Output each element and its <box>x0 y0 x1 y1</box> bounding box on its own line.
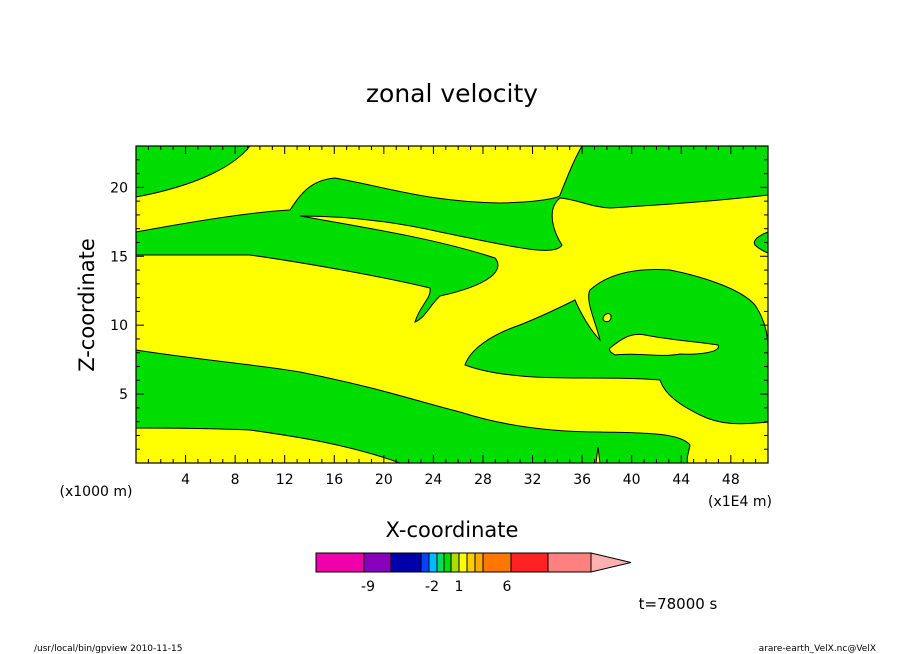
x-tick-label: 24 <box>424 472 442 488</box>
colorbar-segment <box>482 552 512 573</box>
time-label: t=78000 s <box>639 595 718 613</box>
x-tick-label: 20 <box>375 472 393 488</box>
region-upper-band <box>135 145 769 323</box>
colorbar-segment <box>436 552 445 573</box>
x-axis-unit: (x1E4 m) <box>708 494 772 510</box>
footer-left: /usr/local/bin/gpview 2010-11-15 <box>34 644 182 654</box>
colorbar-tick-label: 1 <box>455 579 464 595</box>
x-tick-label: 16 <box>325 472 343 488</box>
x-tick-label: 8 <box>231 472 240 488</box>
colorbar-segment <box>315 552 365 573</box>
y-tick-label: 15 <box>110 249 128 265</box>
x-tick-label: 32 <box>524 472 542 488</box>
chart-title: zonal velocity <box>366 79 538 108</box>
x-tick-label: 12 <box>276 472 294 488</box>
colorbar <box>315 552 632 573</box>
colorbar-segment <box>420 552 430 573</box>
footer-right: arare-earth_VelX.nc@VelX <box>759 644 876 654</box>
colorbar-tick-label: 6 <box>503 579 512 595</box>
colorbar-segment <box>428 552 438 573</box>
island-small <box>602 313 612 323</box>
y-tick-label: 20 <box>110 180 128 196</box>
y-axis-unit: (x1000 m) <box>60 484 133 500</box>
x-tick-label: 48 <box>722 472 740 488</box>
y-axis-label: Z-coordinate <box>75 238 99 372</box>
region-right-edge <box>753 231 769 254</box>
y-tick-label: 5 <box>119 387 128 403</box>
island-inner <box>609 333 719 356</box>
colorbar-extend-arrow <box>590 552 632 573</box>
colorbar-segment <box>390 552 422 573</box>
colorbar-segment <box>466 552 476 573</box>
colorbar-segment <box>474 552 484 573</box>
colorbar-segment <box>458 552 468 573</box>
positive-islands <box>602 313 719 356</box>
colorbar-tick-labels: -9 -2 1 6 <box>361 579 512 595</box>
x-axis-ticks: 4 8 12 16 20 24 28 32 36 40 44 48 <box>147 146 757 488</box>
x-tick-label: 28 <box>474 472 492 488</box>
x-tick-label: 4 <box>181 472 190 488</box>
y-axis-ticks: 5 10 15 20 <box>110 159 768 450</box>
colorbar-tick-label: -9 <box>361 579 375 595</box>
x-tick-label: 44 <box>672 472 690 488</box>
colorbar-segment <box>443 552 452 573</box>
colorbar-tick-label: -2 <box>425 579 439 595</box>
colorbar-segment <box>510 552 549 573</box>
colorbar-segment <box>547 552 592 573</box>
region-bottom-left <box>135 349 691 464</box>
plot-frame <box>135 145 769 464</box>
x-axis-label: X-coordinate <box>386 518 519 542</box>
colorbar-segment <box>363 552 392 573</box>
colorbar-segment <box>450 552 460 573</box>
y-tick-label: 10 <box>110 318 128 334</box>
x-tick-label: 40 <box>623 472 641 488</box>
x-tick-label: 36 <box>573 472 591 488</box>
